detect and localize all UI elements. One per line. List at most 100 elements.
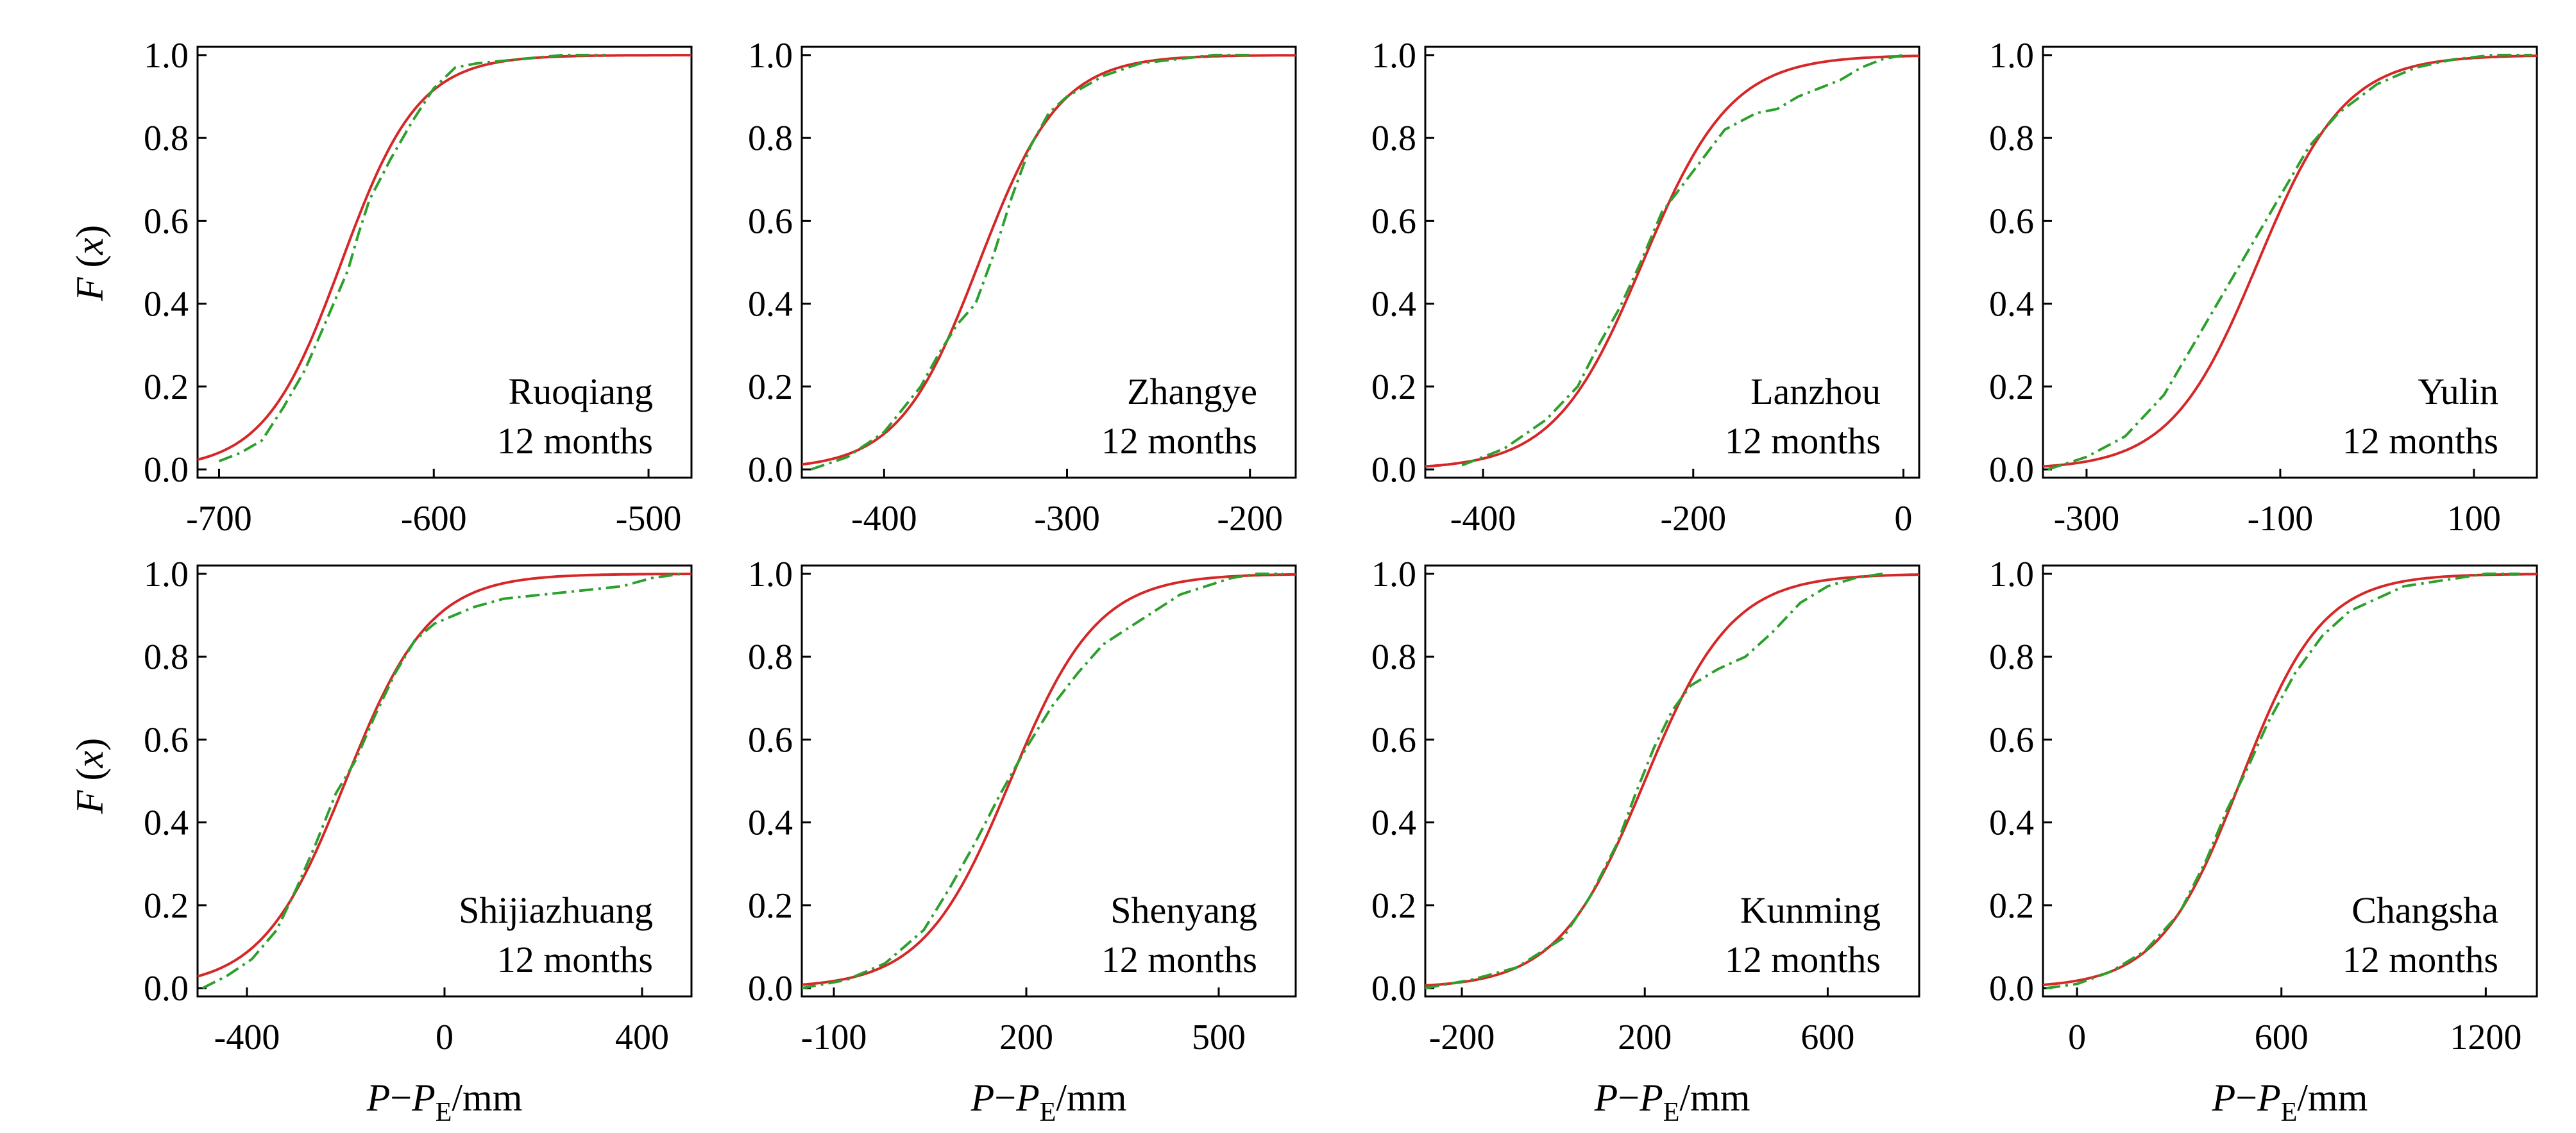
y-tick-label: 0.6 — [748, 720, 793, 760]
y-tick-label: 0.2 — [1371, 367, 1416, 407]
y-tick-label: 0.8 — [144, 119, 189, 158]
y-tick-label: 0.8 — [1371, 119, 1416, 158]
fitted-cdf-line — [197, 54, 691, 461]
y-tick-label: 0.2 — [748, 367, 793, 407]
y-label-F: F — [69, 276, 111, 301]
y-tick-label: 0.6 — [1371, 720, 1416, 760]
y-label-paren-open: ( — [69, 768, 111, 790]
y-tick-label: 0.6 — [748, 201, 793, 241]
x-tick-label: -700 — [186, 499, 252, 539]
x-tick-label: 0 — [1894, 499, 1912, 539]
x-tick-label: 100 — [2447, 499, 2501, 539]
x-label-unit: /mm — [1056, 1077, 1126, 1119]
x-tick-label: -200 — [1217, 499, 1283, 539]
x-label-minus: − — [2235, 1077, 2257, 1119]
x-tick-label: -100 — [2248, 499, 2314, 539]
fitted-cdf-line — [197, 573, 691, 978]
y-label-paren-open: ( — [69, 255, 111, 277]
x-tick-label: -300 — [1034, 499, 1100, 539]
station-name: Shijiazhuang — [459, 889, 653, 931]
x-axis-label: P−PE/mm — [2212, 1077, 2368, 1127]
y-tick-label: 0.4 — [748, 285, 793, 324]
y-tick-label: 0.2 — [1989, 886, 2034, 926]
x-label-minus: − — [994, 1077, 1016, 1119]
panel-shijiazhuang: 0.0 0.2 0.4 0.6 0.8 1.0 -400 0 400 Shijiazhuang 12… — [144, 555, 693, 1057]
plot-frame — [196, 46, 693, 479]
x-tick-label: -100 — [801, 1018, 867, 1057]
y-tick-label: 0.8 — [748, 637, 793, 677]
empirical-cdf-line — [1461, 53, 1904, 467]
x-label-P2: P — [411, 1077, 436, 1119]
empirical-cdf-line — [2046, 572, 2520, 990]
plot-frame — [2042, 46, 2538, 479]
y-label-x: x — [69, 750, 111, 768]
x-label-minus: − — [390, 1077, 412, 1119]
y-tick-label: 1.0 — [1371, 36, 1416, 76]
y-tick-label: 1.0 — [144, 36, 189, 76]
x-tick-label: 0 — [2068, 1018, 2086, 1057]
x-tick-label: -300 — [2054, 499, 2120, 539]
station-name: Yulin — [2418, 371, 2498, 412]
station-name: Changsha — [2351, 889, 2498, 931]
x-axis-label: P−PE/mm — [970, 1077, 1127, 1127]
y-tick-label: 0.0 — [1989, 450, 2034, 490]
station-name: Ruoqiang — [508, 371, 653, 412]
x-tick-label: 600 — [2255, 1018, 2309, 1057]
x-tick-label: 0 — [436, 1018, 453, 1057]
x-tick-label: -200 — [1660, 499, 1726, 539]
y-tick-label: 0.6 — [1989, 201, 2034, 241]
x-label-subscript: E — [1040, 1098, 1056, 1127]
period-label: 12 months — [1725, 420, 1881, 462]
y-tick-label: 0.0 — [1371, 450, 1416, 490]
y-tick-label: 0.8 — [748, 119, 793, 158]
x-label-P2: P — [1015, 1077, 1040, 1119]
y-tick-label: 1.0 — [144, 555, 189, 594]
period-label: 12 months — [1725, 939, 1881, 980]
y-label-x: x — [69, 237, 111, 255]
y-tick-label: 0.0 — [748, 969, 793, 1009]
y-tick-label: 0.2 — [748, 886, 793, 926]
x-tick-label: 1200 — [2450, 1018, 2521, 1057]
fitted-cdf-line — [1425, 55, 1919, 468]
period-label: 12 months — [1101, 420, 1257, 462]
empirical-cdf-line — [2047, 53, 2532, 471]
station-name: Lanzhou — [1750, 371, 1881, 412]
x-tick-label: -400 — [851, 499, 917, 539]
y-tick-label: 0.2 — [1371, 886, 1416, 926]
x-tick-label: -500 — [616, 499, 682, 539]
y-tick-label: 1.0 — [1989, 555, 2034, 594]
fitted-cdf-line — [2042, 573, 2537, 986]
panel-ruoqiang: 0.0 0.2 0.4 0.6 0.8 1.0 -700 -600 -500 Ruoqiang 12… — [144, 36, 693, 539]
y-label-paren-close: ) — [69, 738, 111, 751]
x-tick-label: 500 — [1192, 1018, 1246, 1057]
plot-frame — [1424, 564, 1920, 998]
x-label-P2: P — [1639, 1077, 1663, 1119]
x-tick-label: -400 — [214, 1018, 280, 1057]
station-name: Kunming — [1740, 889, 1881, 931]
y-tick-label: 0.8 — [1989, 637, 2034, 677]
y-tick-label: 0.4 — [144, 803, 189, 843]
svg-text:F (x): F (x) — [69, 738, 111, 814]
x-label-unit: /mm — [2297, 1077, 2368, 1119]
y-tick-label: 0.4 — [1989, 285, 2034, 324]
y-tick-label: 0.0 — [144, 450, 189, 490]
y-tick-label: 0.8 — [144, 637, 189, 677]
y-tick-label: 0.6 — [1989, 720, 2034, 760]
y-tick-label: 0.2 — [144, 886, 189, 926]
x-axis-labels: P−PE/mm P−PE/mm P−PE/mm P−PE/mm — [366, 1077, 2368, 1127]
x-tick-label: 600 — [1801, 1018, 1854, 1057]
x-tick-label: -200 — [1429, 1018, 1495, 1057]
y-tick-label: 0.2 — [144, 367, 189, 407]
y-tick-label: 0.0 — [1989, 969, 2034, 1009]
x-tick-label: -400 — [1450, 499, 1516, 539]
period-label: 12 months — [2343, 939, 2498, 980]
x-tick-label: -600 — [401, 499, 467, 539]
x-label-P: P — [366, 1077, 391, 1119]
y-tick-label: 1.0 — [748, 36, 793, 76]
x-label-P: P — [1594, 1077, 1618, 1119]
station-name: Zhangye — [1127, 371, 1257, 412]
panels-group: 0.0 0.2 0.4 0.6 0.8 1.0 -700 -600 -500 Ruoqiang 12… — [144, 36, 2538, 1057]
y-tick-label: 0.4 — [748, 803, 793, 843]
y-axis-label-bottom: F (x) — [69, 738, 111, 814]
